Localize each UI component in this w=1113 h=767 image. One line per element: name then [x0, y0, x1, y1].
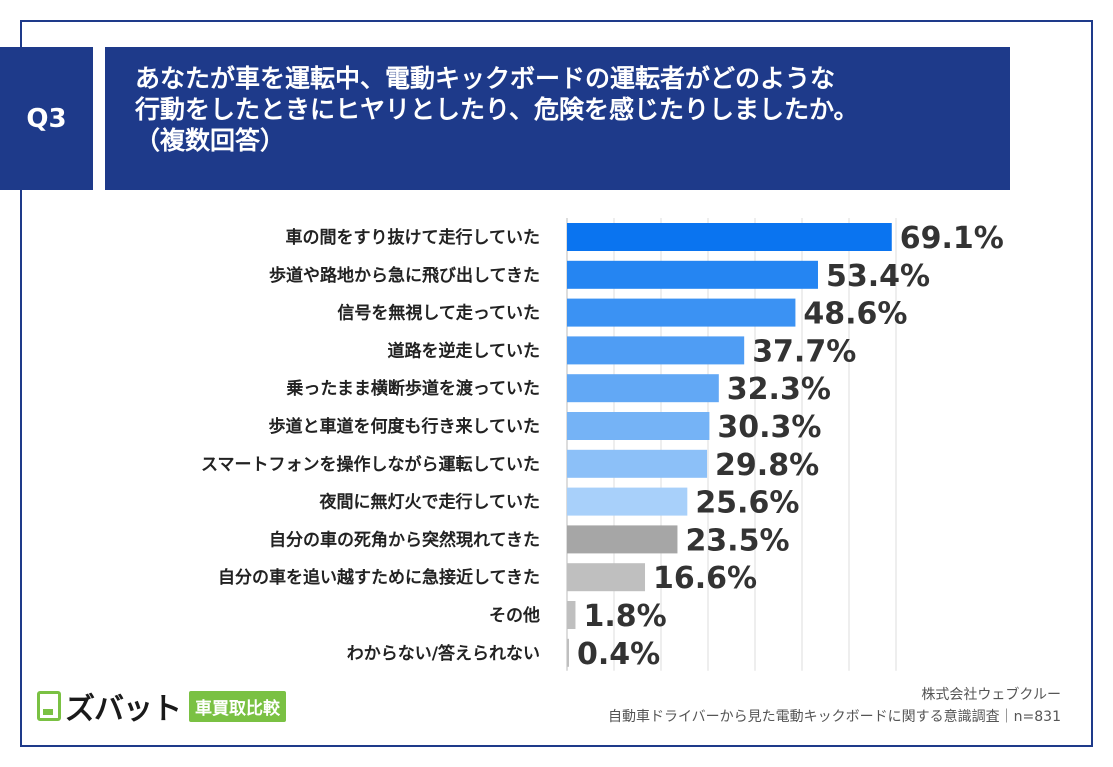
value-label: 16.6%	[653, 561, 757, 596]
source-survey: 自動車ドライバーから見た電動キックボードに関する意識調査｜n=831	[607, 709, 1061, 725]
bar	[567, 412, 710, 440]
bar	[567, 298, 796, 327]
category-label: 道路を逆走していた	[388, 340, 541, 361]
logo-mark-icon	[37, 691, 61, 721]
question-title-line-2: 行動をしたときにヒヤリとしたり、危険を感じたりしましたか。	[135, 95, 859, 124]
category-label: 乗ったまま横断歩道を渡っていた	[285, 378, 540, 399]
value-label: 53.4%	[826, 259, 930, 294]
value-label: 37.7%	[752, 334, 856, 369]
question-title-line-1: あなたが車を運転中、電動キックボードの運転者がどのような	[135, 64, 836, 93]
chart-frame	[20, 20, 1093, 747]
source-company: 株式会社ウェブクルー	[921, 687, 1061, 703]
value-label: 1.8%	[583, 599, 666, 634]
category-label: 自分の車を追い越すために急接近してきた	[218, 567, 540, 588]
category-labels: 車の間をすり抜けて走行していた歩道や路地から急に飛び出してきた信号を無視して走っ…	[201, 227, 540, 664]
question-number: Q3	[26, 103, 67, 134]
category-label: その他	[489, 605, 540, 626]
bar	[567, 223, 892, 251]
bars	[567, 223, 892, 667]
value-label: 25.6%	[695, 486, 799, 521]
bar	[567, 449, 708, 478]
source-note: 株式会社ウェブクルー 自動車ドライバーから見た電動キックボードに関する意識調査｜…	[608, 684, 1061, 728]
bar	[567, 525, 678, 554]
value-label: 32.3%	[727, 372, 831, 407]
value-labels: 69.1%53.4%48.6%37.7%32.3%30.3%29.8%25.6%…	[577, 221, 1004, 672]
grid-lines	[566, 218, 897, 671]
bar	[567, 374, 719, 403]
bar	[567, 336, 745, 365]
question-title-box: あなたが車を運転中、電動キックボードの運転者がどのような 行動をしたときにヒヤリ…	[105, 47, 1010, 190]
zubat-logo: ズバット 車買取比較	[37, 683, 286, 729]
value-label: 30.3%	[717, 410, 821, 445]
value-label: 23.5%	[685, 523, 789, 558]
bar	[567, 487, 688, 516]
value-label: 0.4%	[577, 637, 660, 672]
category-label: 歩道と車道を何度も行き来していた	[269, 416, 541, 437]
bar	[567, 601, 576, 629]
logo-text: ズバット	[65, 692, 182, 727]
category-label: 夜間に無灯火で走行していた	[319, 492, 541, 513]
category-label: 歩道や路地から急に飛び出してきた	[269, 265, 540, 286]
category-label: スマートフォンを操作しながら運転していた	[201, 454, 540, 475]
category-label: 車の間をすり抜けて走行していた	[286, 227, 541, 248]
value-label: 48.6%	[803, 297, 907, 332]
bar	[567, 563, 646, 592]
question-title-line-3: （複数回答）	[135, 126, 286, 155]
bar	[567, 638, 569, 667]
category-label: わからない/答えられない	[347, 643, 540, 664]
question-number-badge: Q3	[0, 47, 93, 190]
logo-badge: 車買取比較	[189, 690, 286, 722]
value-label: 29.8%	[715, 448, 819, 483]
category-label: 自分の車の死角から突然現れてきた	[269, 529, 540, 550]
bar	[567, 260, 818, 289]
category-label: 信号を無視して走っていた	[337, 303, 540, 324]
value-label: 69.1%	[900, 221, 1004, 256]
